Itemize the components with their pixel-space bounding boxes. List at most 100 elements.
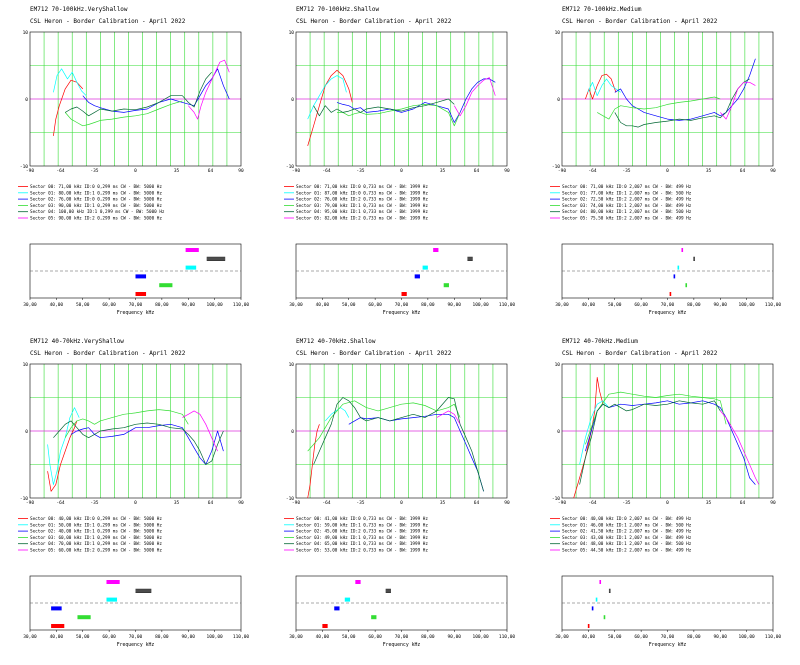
x-tick-label: 0	[400, 168, 403, 174]
freq-bar	[334, 606, 340, 611]
freq-bar	[135, 274, 147, 279]
x-tick-label: -35	[622, 500, 630, 506]
freq-bar-fill	[422, 265, 428, 270]
y-tick-label: 10	[555, 30, 561, 36]
y-tick-label: 0	[25, 97, 28, 103]
series-line	[47, 420, 78, 492]
plot-frame	[295, 31, 508, 167]
x-tick-label: 90	[504, 500, 510, 506]
freq-tick-label: 80,00	[421, 634, 435, 640]
freq-bar	[185, 248, 199, 252]
freq-tick-label: 50,00	[608, 302, 622, 308]
freq-bar	[685, 283, 688, 288]
series-line	[82, 68, 230, 113]
freq-tick-label: 80,00	[687, 302, 701, 308]
x-tick-label: -35	[90, 168, 98, 174]
chart-svg: 10 0 -10-90 -64 -35 0 35 64 90 Sector 00: 40,00 k…	[550, 362, 782, 648]
legend-entry: Sector 05: 53,00 kHz ID:2 0,733 ms CW - …	[296, 548, 428, 554]
y-tick-label: 10	[289, 362, 295, 368]
freq-bar-fill	[677, 265, 680, 270]
panel-title: EM712 70-100kHz.Medium	[562, 6, 642, 13]
legend-entry: Sector 04: 100,00 kHz ID:1 0,299 ms CW -…	[30, 209, 165, 215]
freq-tick-label: 40,00	[316, 302, 330, 308]
freq-tick-label: 100,00	[472, 302, 489, 308]
freq-tick-label: 40,00	[316, 634, 330, 640]
freq-bar-fill	[401, 292, 407, 296]
freq-bar-fill	[135, 292, 147, 296]
freq-bar	[51, 624, 65, 628]
series-line	[614, 78, 750, 128]
y-tick-label: -10	[286, 164, 294, 170]
freq-tick-label: 70,00	[661, 302, 675, 308]
series-line	[597, 96, 721, 120]
freq-tick-label: 30,00	[23, 302, 37, 308]
series-line	[307, 424, 320, 499]
y-tick-label: 0	[557, 429, 560, 435]
freq-bar-fill	[344, 597, 351, 602]
freq-bar	[433, 248, 439, 252]
x-tick-label: -90	[292, 168, 300, 174]
series-line	[587, 78, 621, 97]
x-tick-label: 0	[400, 500, 403, 506]
series-line	[53, 68, 87, 96]
chart-panel: EM712 70-100kHz.VeryShallow CSL Heron - B…	[0, 0, 266, 332]
x-tick-label: 90	[770, 500, 776, 506]
x-tick-label: 0	[134, 168, 137, 174]
panel-subtitle: CSL Heron - Border Calibration - April 2…	[562, 350, 718, 357]
freq-tick-label: 50,00	[608, 634, 622, 640]
series-line	[579, 400, 721, 485]
series-line	[307, 75, 347, 120]
freq-tick-label: 80,00	[155, 302, 169, 308]
y-tick-label: 10	[23, 30, 29, 36]
series-line	[720, 81, 756, 120]
legend-entry: Sector 00: 71,00 kHz ID:0 0,733 ms CW - …	[296, 184, 428, 190]
series-line	[336, 78, 496, 123]
y-tick-label: 0	[25, 429, 28, 435]
series-line	[579, 400, 610, 465]
x-tick-label: 35	[706, 168, 712, 174]
panel-title: EM712 70-100kHz.VeryShallow	[30, 6, 128, 13]
x-tick-label: 64	[474, 500, 480, 506]
x-tick-label: -90	[292, 500, 300, 506]
freq-bar	[106, 580, 120, 584]
freq-tick-label: 100,00	[738, 302, 755, 308]
freq-axis-label: Frequency kHz	[383, 642, 421, 648]
freq-tick-label: 70,00	[395, 634, 409, 640]
legend-entry: Sector 04: 48,00 kHz ID:1 2,007 ms CW - …	[562, 541, 692, 547]
freq-bar	[51, 606, 62, 611]
freq-tick-label: 110,00	[765, 634, 782, 640]
x-tick-label: -64	[588, 500, 596, 506]
freq-bar	[371, 615, 377, 620]
freq-bar-fill	[685, 283, 688, 288]
freq-bar	[608, 588, 611, 593]
legend-entry: Sector 02: 40,00 kHz ID:1 0,299 ms CW - …	[30, 529, 162, 535]
series-line	[64, 100, 183, 127]
y-tick-label: 10	[289, 30, 295, 36]
x-tick-label: -35	[622, 168, 630, 174]
legend-entry: Sector 05: 75,50 kHz ID:2 2,007 ms CW - …	[562, 216, 692, 222]
freq-bar	[135, 588, 152, 593]
freq-tick-label: 100,00	[206, 302, 223, 308]
x-tick-label: 0	[666, 168, 669, 174]
freq-bar	[595, 597, 598, 602]
series-line	[436, 410, 461, 425]
freq-tick-label: 40,00	[582, 302, 596, 308]
freq-bar	[677, 265, 680, 270]
x-tick-label: -35	[90, 500, 98, 506]
freq-tick-label: 60,00	[102, 634, 116, 640]
legend-entry: Sector 01: 59,00 kHz ID:1 0,733 ms CW - …	[296, 522, 428, 528]
freq-tick-label: 90,00	[181, 302, 195, 308]
panel-title: EM712 70-100kHz.Shallow	[296, 6, 380, 13]
freq-bar	[106, 597, 118, 602]
legend-entry: Sector 00: 40,00 kHz ID:0 0,299 ms CW - …	[30, 516, 162, 522]
freq-bar-fill	[587, 624, 590, 628]
panel-title: EM712 40-70kHz.Shallow	[296, 338, 376, 345]
freq-tick-label: 50,00	[76, 634, 90, 640]
freq-bar-fill	[159, 283, 173, 288]
freq-tick-label: 30,00	[289, 302, 303, 308]
y-tick-label: 0	[557, 97, 560, 103]
plot-frame	[29, 31, 242, 167]
chart-panel: EM712 70-100kHz.Shallow CSL Heron - Borde…	[266, 0, 532, 332]
chart-svg: 10 0 -10-90 -64 -35 0 35 64 90 Sector 00: 40,00 k…	[18, 362, 249, 648]
legend-entry: Sector 04: 95,00 kHz ID:1 0,733 ms CW - …	[296, 209, 428, 215]
